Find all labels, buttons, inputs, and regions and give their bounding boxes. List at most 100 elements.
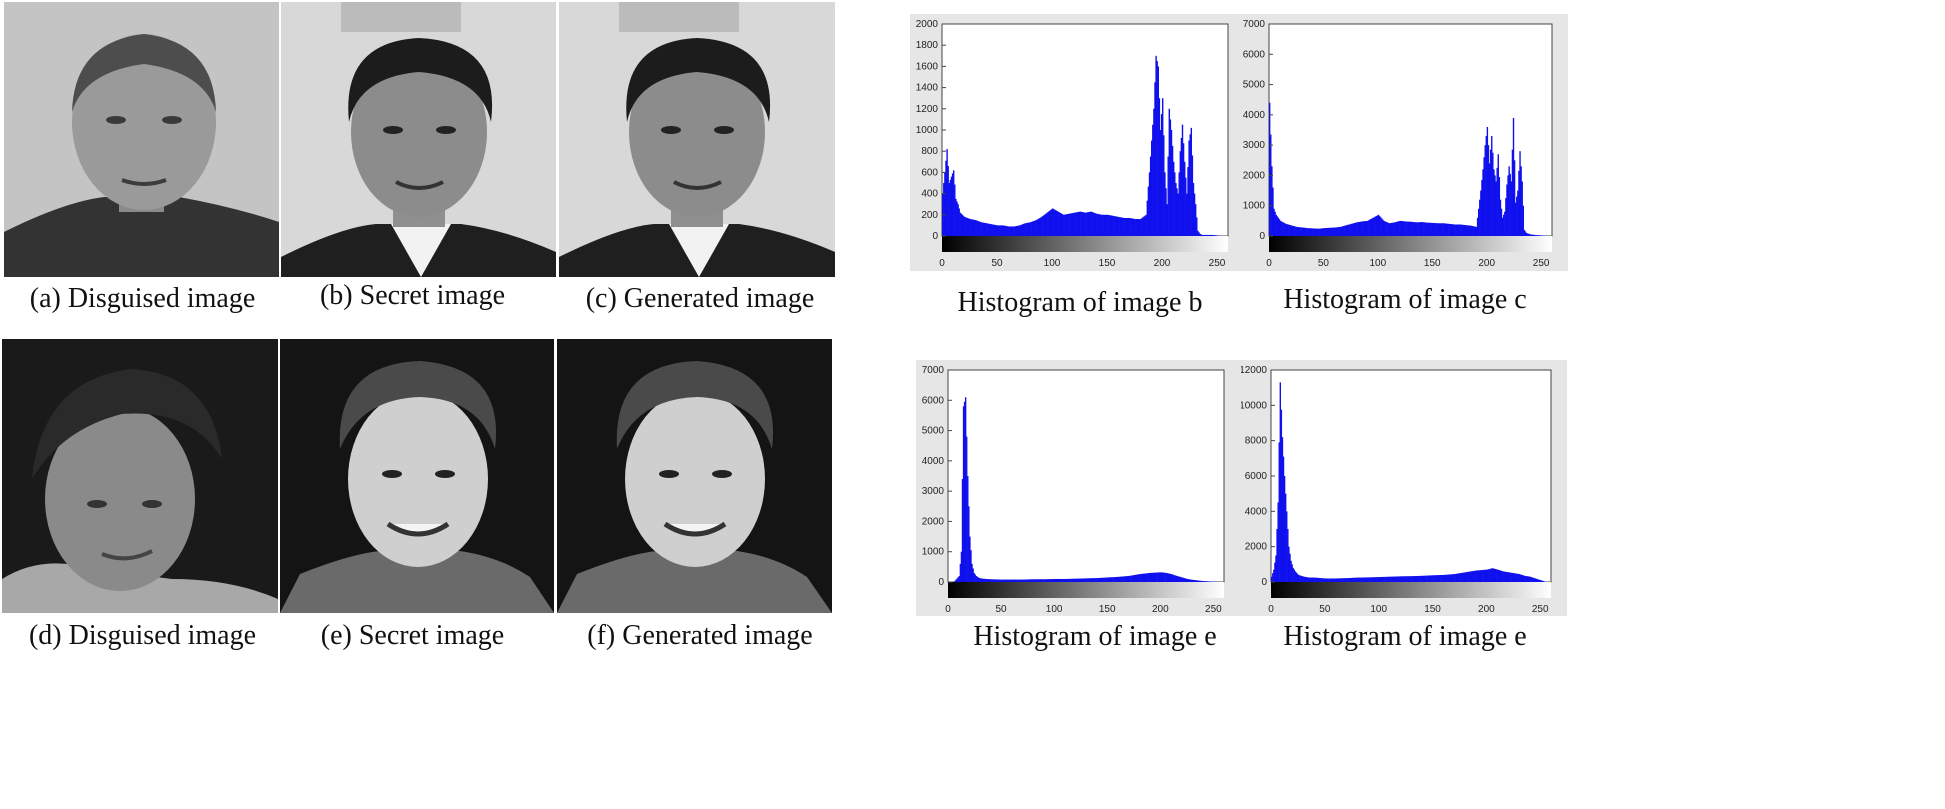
histogram-bar — [1118, 216, 1120, 236]
histogram-bar — [1351, 577, 1354, 582]
histogram-bar — [1523, 575, 1525, 582]
histogram-bar — [1284, 223, 1286, 236]
histogram-bar — [1498, 176, 1501, 236]
caption-d: (d) Disguised image — [28, 620, 257, 651]
plot-area — [947, 369, 1225, 583]
histogram-bar — [1431, 575, 1433, 582]
histogram-bar — [1054, 209, 1056, 236]
histogram-bar — [1535, 235, 1538, 236]
histogram-bar — [1145, 573, 1147, 582]
histogram-bar — [1035, 579, 1037, 582]
histogram-bar — [1540, 235, 1542, 236]
histogram-bar — [1437, 223, 1440, 236]
histogram-bar — [1287, 529, 1289, 582]
y-tick-label: 2000 — [1245, 542, 1268, 553]
histogram-bar — [1102, 214, 1104, 236]
histogram-bar — [1058, 578, 1060, 582]
histogram-bar — [1421, 222, 1423, 236]
histogram-bar — [1419, 575, 1421, 582]
histogram-bar — [1160, 572, 1162, 582]
histogram-bar — [1012, 226, 1014, 236]
histogram-bar — [1387, 576, 1389, 582]
histogram-bar — [1277, 217, 1280, 236]
histogram-bar — [1152, 124, 1154, 236]
histogram-bar — [984, 578, 986, 582]
grayscale-colorbar — [942, 236, 1228, 252]
histogram-bar — [1439, 223, 1442, 236]
histogram-bar — [1213, 235, 1216, 236]
histogram-bar — [1468, 571, 1470, 582]
histogram-bar — [1138, 219, 1141, 236]
histogram-bar — [971, 219, 974, 236]
histogram-bar — [1400, 576, 1402, 582]
histogram-bar — [1209, 234, 1211, 236]
histogram-bar — [1434, 223, 1436, 236]
histogram-bar — [1464, 225, 1467, 236]
histogram-bar — [986, 579, 988, 582]
histogram-bar — [1521, 181, 1523, 236]
histogram-bar — [1326, 227, 1329, 236]
histogram-bar — [992, 579, 994, 582]
histogram-bar — [1305, 577, 1307, 582]
histogram-bar — [1343, 578, 1345, 582]
histogram-bar — [1271, 166, 1273, 236]
histogram-bar — [1006, 579, 1008, 582]
x-tick-label: 150 — [1424, 604, 1441, 615]
y-tick-label: 0 — [932, 231, 938, 242]
histogram-bar — [1341, 578, 1343, 582]
histogram-bar — [1315, 228, 1318, 236]
histogram-bar — [1277, 502, 1279, 582]
histogram-bar — [1416, 575, 1418, 582]
histogram-bar — [1019, 225, 1021, 236]
histogram-bar — [1410, 221, 1412, 236]
histogram-bar — [1072, 578, 1074, 582]
histogram-bar — [955, 198, 957, 236]
y-tick-label: 1000 — [916, 125, 939, 136]
histogram-bar — [1018, 579, 1020, 582]
histogram-bar — [1175, 183, 1177, 236]
histogram-bar — [970, 550, 972, 582]
histogram-bar — [1534, 578, 1537, 582]
histogram-bar — [1134, 219, 1136, 236]
x-tick-label: 50 — [1318, 258, 1330, 269]
histogram-bar — [1279, 220, 1282, 236]
histogram-bar — [1169, 119, 1172, 236]
histogram-bar — [962, 406, 965, 582]
photo-secret-e — [280, 339, 554, 613]
histogram-bar — [999, 225, 1001, 236]
histogram-bar — [1501, 217, 1504, 236]
histogram-bar — [1322, 228, 1324, 236]
histogram-bar — [1033, 579, 1036, 582]
histogram-caption-c: Histogram of image c — [1283, 284, 1527, 315]
histogram-bar — [992, 224, 994, 236]
histogram-bar — [1088, 212, 1090, 236]
histogram-bar — [1417, 222, 1419, 236]
histogram-bar — [1397, 221, 1399, 236]
histogram-bar — [1149, 156, 1152, 236]
histogram-bar — [1012, 579, 1015, 582]
histogram-bar — [983, 222, 986, 236]
histogram-bar — [1417, 575, 1419, 582]
histogram-bar — [1341, 226, 1344, 236]
histogram-bar — [1327, 227, 1330, 236]
histogram-bar — [1016, 225, 1019, 236]
histogram-bar — [1398, 221, 1400, 236]
histogram-bar — [1515, 573, 1517, 582]
histogram-bar — [1401, 221, 1404, 236]
histogram-bar — [1418, 222, 1420, 236]
histogram-bar — [1086, 212, 1088, 236]
histogram-bar — [947, 166, 949, 236]
histogram-bar — [1524, 231, 1527, 236]
histogram-bar — [1443, 223, 1445, 236]
histogram-bar — [1488, 569, 1490, 582]
histogram-bar — [1286, 224, 1288, 236]
histogram-bar — [1505, 571, 1508, 582]
histogram-bar — [1175, 575, 1177, 582]
histogram-bar — [1196, 580, 1198, 582]
y-tick-label: 5000 — [1243, 80, 1266, 91]
histogram-bar — [1514, 202, 1517, 236]
histogram-bar — [1192, 183, 1195, 236]
histogram-bar — [1271, 576, 1273, 582]
histogram-bar — [1195, 580, 1197, 582]
histogram-bar — [1456, 573, 1458, 582]
